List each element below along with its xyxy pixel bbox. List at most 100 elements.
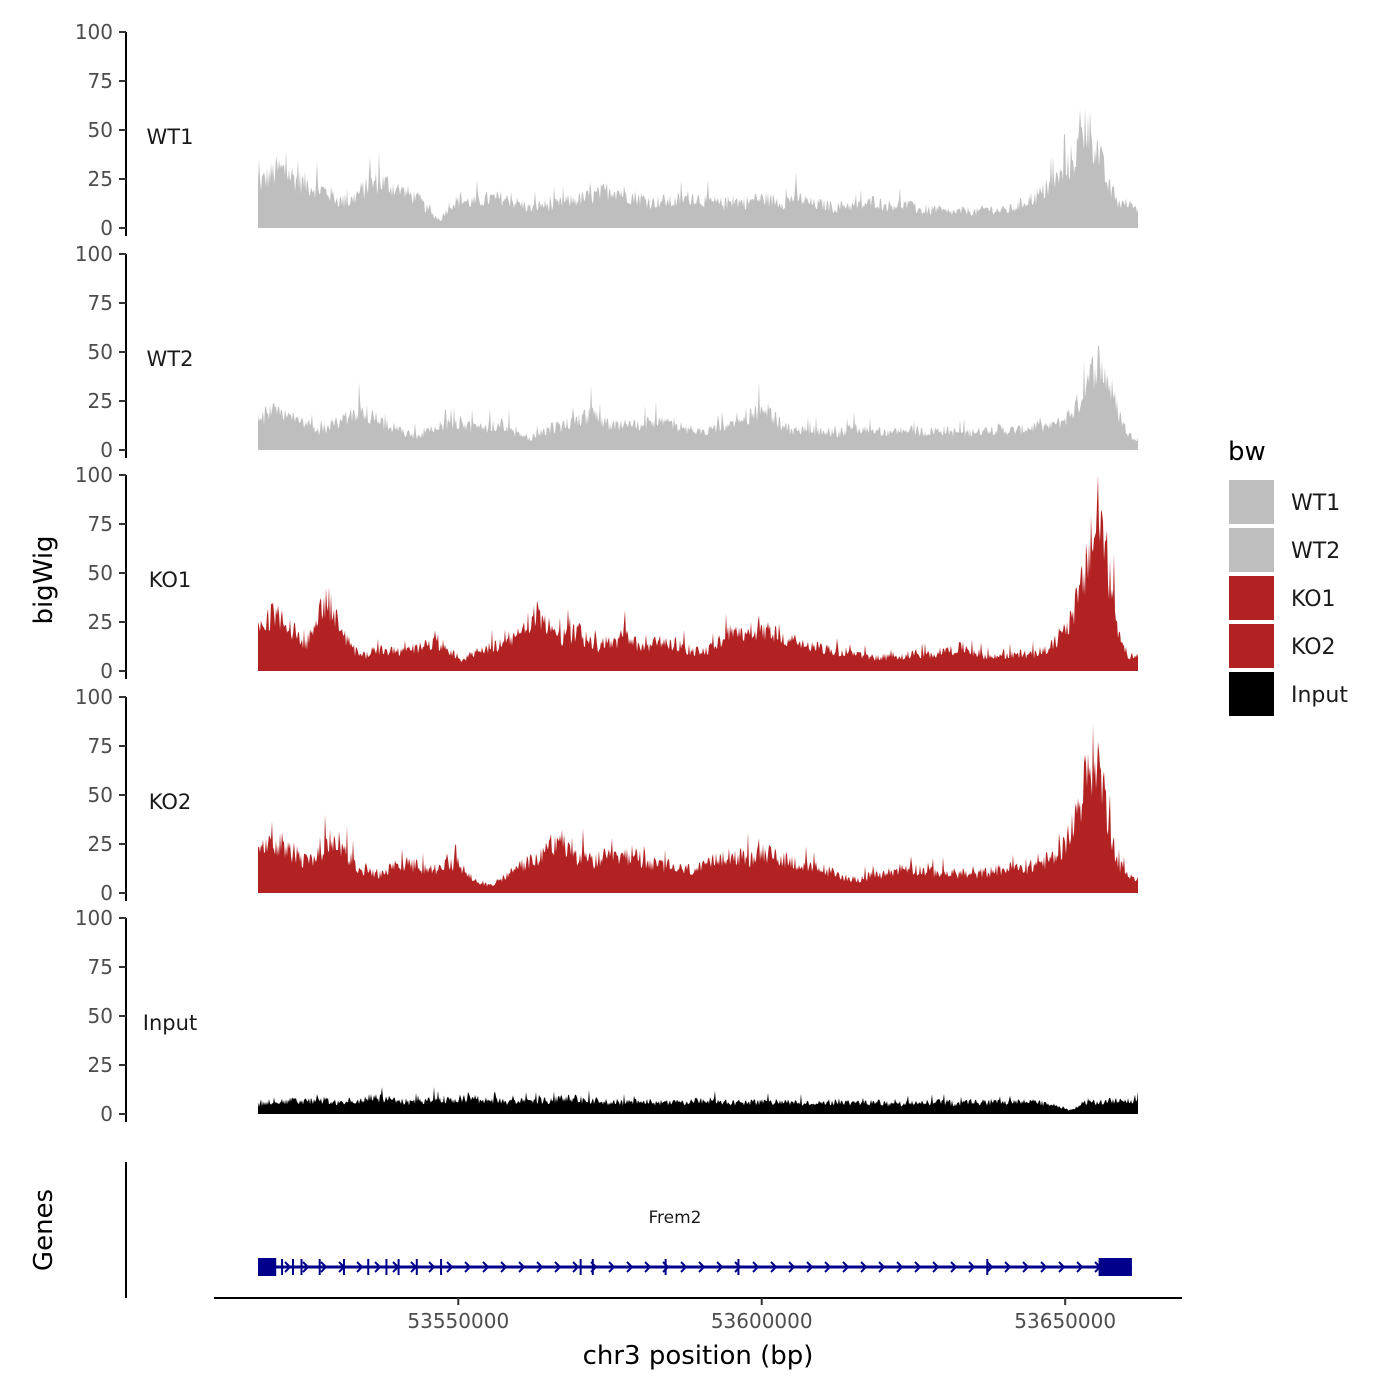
y-tick-label: 0 xyxy=(100,659,113,683)
strand-arrow xyxy=(788,1261,796,1273)
strand-arrow xyxy=(1022,1261,1030,1273)
strand-arrow xyxy=(842,1261,850,1273)
y-axis-title: bigWig xyxy=(29,535,59,624)
x-axis: 53550000 53600000 53650000 xyxy=(214,1297,1182,1333)
y-tick-label: 50 xyxy=(88,561,113,585)
strand-arrow xyxy=(716,1261,724,1273)
legend: WT1 WT2 KO1 KO2 Input xyxy=(1229,480,1348,716)
strand-arrow xyxy=(284,1261,292,1273)
exon xyxy=(1098,1258,1132,1276)
y-tick-label: 75 xyxy=(88,734,113,758)
x-tick-label: 53550000 xyxy=(407,1309,509,1333)
exon xyxy=(440,1259,443,1275)
strand-arrow xyxy=(878,1261,886,1273)
exon xyxy=(986,1259,989,1275)
y-tick-label: 75 xyxy=(88,955,113,979)
strand-arrow xyxy=(644,1261,652,1273)
strand-arrow xyxy=(446,1261,454,1273)
track-ko1: 0 25 50 75 100 KO1 xyxy=(75,463,1138,683)
y-tick-label: 50 xyxy=(88,118,113,142)
legend-swatch-ko1 xyxy=(1229,576,1274,620)
legend-swatch-input xyxy=(1229,672,1274,716)
strand-arrow xyxy=(626,1261,634,1273)
gene-label: Frem2 xyxy=(648,1208,701,1228)
strand-arrow xyxy=(374,1261,382,1273)
strand-arrow xyxy=(1004,1261,1012,1273)
y-tick-label: 25 xyxy=(88,167,113,191)
strand-arrow xyxy=(968,1261,976,1273)
strand-arrow xyxy=(554,1261,562,1273)
y-tick-label: 50 xyxy=(88,783,113,807)
y-tick-label: 0 xyxy=(100,881,113,905)
strand-arrow xyxy=(986,1261,994,1273)
signal-area-ko2 xyxy=(258,723,1138,893)
y-tick-label: 100 xyxy=(75,906,113,930)
track-ko2: 0 25 50 75 100 KO2 xyxy=(75,685,1138,905)
legend-label-ko1: KO1 xyxy=(1291,587,1336,612)
track-label-input: Input xyxy=(143,1011,197,1035)
x-tick-label: 53650000 xyxy=(1014,1309,1116,1333)
exon xyxy=(385,1259,388,1275)
strand-arrow xyxy=(518,1261,526,1273)
y-tick-label: 0 xyxy=(100,1102,113,1126)
exon xyxy=(397,1259,400,1275)
y-tick-label: 50 xyxy=(88,340,113,364)
exon xyxy=(737,1259,740,1275)
y-tick-label: 25 xyxy=(88,610,113,634)
y-tick-label: 25 xyxy=(88,389,113,413)
track-label-ko2: KO2 xyxy=(149,790,192,814)
strand-arrow xyxy=(1040,1261,1048,1273)
strand-arrow xyxy=(536,1261,544,1273)
signal-tracks: 0255075100WT10255075100WT20255075100KO10… xyxy=(75,20,1138,1126)
track-wt2: 0 25 50 75 100 WT2 xyxy=(75,242,1138,462)
strand-arrow xyxy=(572,1261,580,1273)
y-tick-label: 75 xyxy=(88,69,113,93)
legend-label-wt1: WT1 xyxy=(1291,491,1340,516)
exon xyxy=(579,1259,582,1275)
y-tick-label: 75 xyxy=(88,512,113,536)
exon xyxy=(591,1259,594,1275)
strand-arrow xyxy=(680,1261,688,1273)
signal-area-input xyxy=(258,1086,1138,1114)
track-label-wt1: WT1 xyxy=(147,125,194,149)
gene-track: Frem2 xyxy=(125,1162,1132,1298)
signal-area-ko1 xyxy=(258,475,1138,671)
y-tick-label: 50 xyxy=(88,1004,113,1028)
exon xyxy=(415,1259,418,1275)
exon xyxy=(291,1259,294,1275)
track-wt1: 0 25 50 75 100 WT1 xyxy=(75,20,1138,240)
track-label-wt2: WT2 xyxy=(147,347,194,371)
strand-arrow xyxy=(932,1261,940,1273)
legend-swatch-ko2 xyxy=(1229,624,1274,668)
track-input: 0 25 50 75 100 Input xyxy=(75,906,1138,1126)
strand-arrow xyxy=(320,1261,328,1273)
exon xyxy=(281,1259,284,1275)
y-tick-label: 100 xyxy=(75,242,113,266)
y-tick-label: 100 xyxy=(75,463,113,487)
legend-label-ko2: KO2 xyxy=(1291,635,1336,660)
exon xyxy=(258,1258,277,1276)
strand-arrow xyxy=(914,1261,922,1273)
strand-arrow xyxy=(860,1261,868,1273)
strand-arrow xyxy=(950,1261,958,1273)
strand-arrow xyxy=(770,1261,778,1273)
legend-swatch-wt1 xyxy=(1229,480,1274,524)
legend-label-input: Input xyxy=(1291,683,1348,708)
legend-label-wt2: WT2 xyxy=(1291,539,1340,564)
strand-arrow xyxy=(896,1261,904,1273)
strand-arrow xyxy=(464,1261,472,1273)
legend-swatch-wt2 xyxy=(1229,528,1274,572)
y-tick-label: 100 xyxy=(75,685,113,709)
exon xyxy=(342,1259,345,1275)
strand-arrow xyxy=(428,1261,436,1273)
strand-arrow xyxy=(608,1261,616,1273)
y-tick-label: 0 xyxy=(100,438,113,462)
exon xyxy=(664,1259,667,1275)
y-tick-label: 0 xyxy=(100,216,113,240)
exon xyxy=(367,1259,370,1275)
strand-arrow xyxy=(1076,1261,1084,1273)
strand-arrow xyxy=(824,1261,832,1273)
strand-arrow xyxy=(806,1261,814,1273)
gene-frem2: Frem2 xyxy=(258,1208,1132,1276)
